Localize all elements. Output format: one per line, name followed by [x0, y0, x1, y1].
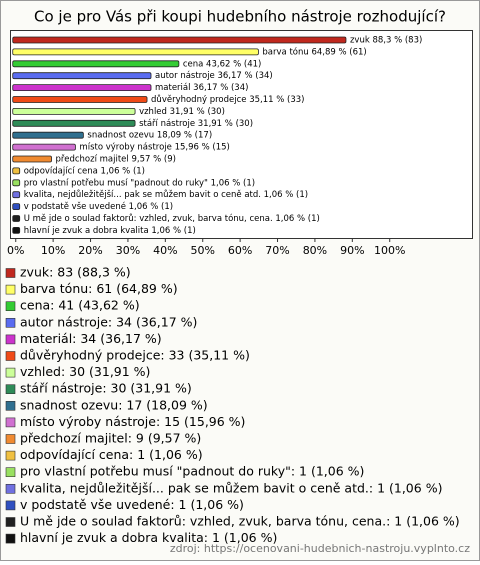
x-tick-label: 10%: [41, 244, 65, 257]
x-tick-label: 30%: [116, 244, 140, 257]
bar-label: předchozí majitel 9,57 % (9): [56, 155, 176, 165]
x-tick-label: 80%: [303, 244, 327, 257]
bar: [12, 84, 152, 91]
bar: [12, 119, 136, 127]
legend-swatch: [5, 334, 16, 345]
legend-swatch: [5, 434, 16, 444]
bar-label: v podstatě vše uvedené 1,06 % (1): [24, 201, 173, 212]
x-tick-label: 0%: [7, 244, 24, 257]
bar-label: cena 43,62 % (41): [183, 59, 261, 69]
legend-label: barva tónu: 61 (64,89 %): [20, 281, 178, 296]
legend-swatch: [5, 301, 16, 312]
legend-label: hlavní je zvuk a dobra kvalita: 1 (1,06 …: [20, 530, 277, 545]
bar-label: důvěryhodný prodejce 35,11 % (33): [151, 94, 304, 105]
bar: [12, 72, 152, 80]
x-tick-label: 50%: [191, 244, 215, 257]
bar: [12, 48, 259, 56]
legend-label: v podstatě vše uvedené: 1 (1,06 %): [20, 497, 244, 512]
bar-label: snadnost ozevu 18,09 % (17): [87, 131, 212, 141]
bar: [12, 60, 180, 68]
legend-swatch: [5, 450, 16, 461]
bar-label: autor nástroje 36,17 % (34): [155, 71, 273, 81]
bar: [12, 36, 347, 44]
legend-label: vzhled: 30 (31,91 %): [20, 364, 150, 379]
legend-swatch: [5, 400, 16, 411]
bar-label: vzhled 31,91 % (30): [139, 107, 225, 117]
legend-label: materiál: 34 (36,17 %): [20, 331, 162, 346]
bar-label: hlavní je zvuk a dobra kvalita 1,06 % (1…: [24, 226, 196, 236]
bar-label: kvalita, nejdůležitější... pak se můžem …: [24, 189, 308, 200]
bar-label: odpovídající cena 1,06 % (1): [24, 166, 145, 176]
bar-label: U mě jde o soulad faktorů: vzhled, zvuk,…: [24, 213, 320, 224]
bar: [12, 96, 148, 103]
legend-label: cena: 41 (43,62 %): [20, 298, 140, 313]
legend-label: místo výroby nástroje: 15 (15,96 %): [20, 414, 245, 429]
bar: [12, 108, 136, 115]
legend-swatch: [5, 483, 16, 494]
legend-swatch: [5, 517, 16, 527]
x-tick-label: 40%: [153, 244, 177, 257]
source: zdroj: https://ocenovani-hudebnich-nastr…: [170, 542, 470, 555]
bar-label: pro vlastní potřebu musí "padnout do ruk…: [24, 178, 255, 188]
legend-swatch: [5, 317, 16, 328]
bar: [12, 215, 21, 222]
x-tick-label: 20%: [78, 244, 102, 257]
legend-label: předchozí majitel: 9 (9,57 %): [20, 431, 201, 446]
bar: [12, 203, 21, 211]
bar: [12, 179, 21, 187]
legend-swatch: [5, 533, 16, 544]
bar-label: stáří nástroje 31,91 % (30): [139, 119, 253, 129]
bar: [12, 143, 76, 151]
legend-label: snadnost ozevu: 17 (18,09 %): [20, 397, 208, 412]
legend-label: autor nástroje: 34 (36,17 %): [20, 314, 197, 329]
legend-swatch: [5, 500, 16, 511]
bar-label: místo výroby nástroje 15,96 % (15): [79, 143, 229, 153]
legend-swatch: [5, 351, 16, 361]
legend-swatch: [5, 384, 16, 395]
x-tick-label: 70%: [265, 244, 289, 257]
x-tick-label: 90%: [340, 244, 364, 257]
bar-label: zvuk 88,3 % (83): [350, 36, 422, 46]
legend-label: zvuk: 83 (88,3 %): [20, 265, 131, 280]
legend-swatch: [5, 284, 16, 295]
x-tick-label: 60%: [228, 244, 252, 257]
bar: [12, 155, 52, 163]
bar-label: barva tónu 64,89 % (61): [262, 46, 366, 57]
bar: [12, 167, 21, 175]
legend-label: stáří nástroje: 30 (31,91 %): [20, 381, 192, 396]
chart-title: Co je pro Vás při koupi hudebního nástro…: [34, 8, 446, 26]
bar-label: materiál 36,17 % (34): [155, 83, 248, 93]
x-tick-label: 100%: [374, 244, 405, 257]
legend-label: důvěryhodný prodejce: 33 (35,11 %): [20, 348, 250, 363]
legend-swatch: [5, 467, 16, 478]
legend-label: pro vlastní potřebu musí "padnout do ruk…: [20, 464, 364, 479]
legend-label: U mě jde o soulad faktorů: vzhled, zvuk,…: [20, 514, 460, 529]
legend-label: odpovídající cena: 1 (1,06 %): [20, 447, 203, 462]
legend-label: kvalita, nejdůležitější... pak se můžem …: [20, 480, 442, 495]
legend-swatch: [5, 367, 16, 378]
legend-swatch: [5, 417, 16, 428]
bar: [12, 226, 21, 234]
bar: [12, 131, 84, 139]
legend-swatch: [5, 268, 16, 278]
bar: [12, 191, 21, 199]
